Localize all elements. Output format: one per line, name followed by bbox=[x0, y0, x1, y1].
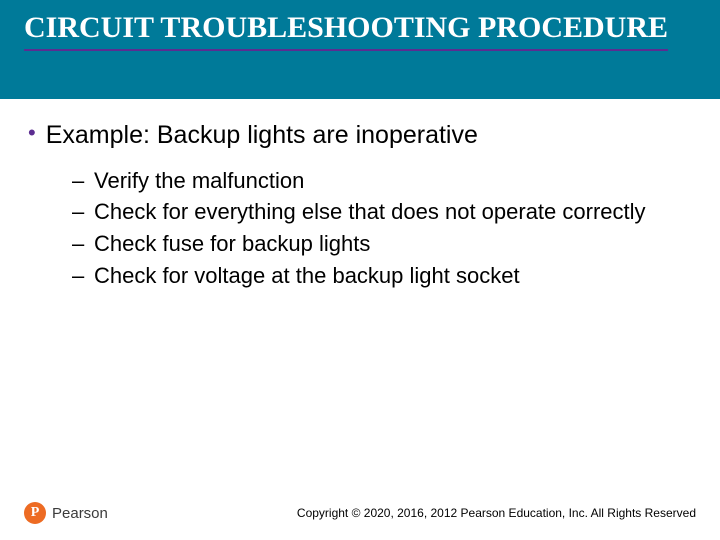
pearson-badge-icon: P bbox=[24, 502, 46, 524]
sub-bullet-text: Check for everything else that does not … bbox=[94, 197, 646, 227]
sub-bullet-text: Check for voltage at the backup light so… bbox=[94, 261, 520, 291]
dash-marker-icon: – bbox=[72, 229, 86, 259]
sub-bullet-list: – Verify the malfunction – Check for eve… bbox=[28, 166, 692, 291]
list-item: – Check fuse for backup lights bbox=[72, 229, 692, 259]
bullet-marker-icon: • bbox=[28, 119, 36, 148]
main-bullet: • Example: Backup lights are inoperative bbox=[28, 119, 692, 152]
main-bullet-text: Example: Backup lights are inoperative bbox=[46, 119, 478, 152]
dash-marker-icon: – bbox=[72, 197, 86, 227]
title-bar: CIRCUIT TROUBLESHOOTING PROCEDURE bbox=[0, 0, 720, 99]
list-item: – Verify the malfunction bbox=[72, 166, 692, 196]
list-item: – Check for everything else that does no… bbox=[72, 197, 692, 227]
list-item: – Check for voltage at the backup light … bbox=[72, 261, 692, 291]
slide-content: • Example: Backup lights are inoperative… bbox=[0, 99, 720, 290]
publisher-logo: P Pearson bbox=[24, 502, 108, 524]
slide-title: CIRCUIT TROUBLESHOOTING PROCEDURE bbox=[24, 10, 668, 51]
copyright-text: Copyright © 2020, 2016, 2012 Pearson Edu… bbox=[297, 506, 696, 520]
publisher-name: Pearson bbox=[52, 505, 108, 522]
dash-marker-icon: – bbox=[72, 166, 86, 196]
sub-bullet-text: Verify the malfunction bbox=[94, 166, 304, 196]
footer: P Pearson Copyright © 2020, 2016, 2012 P… bbox=[0, 502, 720, 524]
sub-bullet-text: Check fuse for backup lights bbox=[94, 229, 370, 259]
dash-marker-icon: – bbox=[72, 261, 86, 291]
